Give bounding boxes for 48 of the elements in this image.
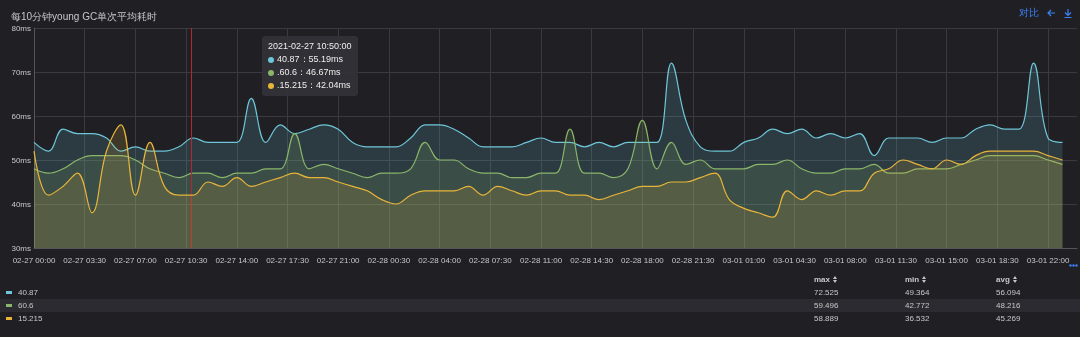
x-tick-label: 02-28 07:30 (468, 255, 513, 265)
x-tick-label: 02-27 03:30 (63, 255, 107, 265)
x-tick-label: 03-01 04:30 (773, 255, 817, 265)
x-tick-label: 02-28 18:00 (621, 255, 665, 265)
y-tick-label: 80ms (11, 23, 31, 33)
y-tick-label: 60ms (11, 111, 31, 121)
y-tick-label: 70ms (11, 67, 31, 77)
x-tick-label: 02-28 00:30 (367, 255, 411, 265)
text: 42.772 (905, 301, 930, 310)
text: min (905, 274, 921, 284)
y-tick-label: 30ms (11, 243, 31, 253)
text: 49.364 (905, 288, 930, 297)
annotation: .60.6：46.67ms (277, 66, 341, 79)
annotation: .15.215：42.04ms (277, 79, 351, 92)
x-tick-label: 02-28 04:00 (418, 255, 462, 265)
text: 72.525 (814, 288, 839, 297)
x-tick-label: 03-01 08:00 (823, 255, 868, 265)
x-tick-label: 02-27 17:30 (266, 255, 310, 265)
annotation: 40.87：55.19ms (277, 53, 344, 66)
x-tick-label: 03-01 18:30 (975, 255, 1020, 265)
x-tick-label: 03-01 22:00 (1026, 255, 1070, 265)
x-tick-label: 03-01 01:00 (722, 255, 766, 265)
x-tick-label: 02-28 11:00 (519, 255, 563, 265)
x-tick-label: 02-27 14:00 (215, 255, 259, 265)
y-tick-label: 50ms (11, 155, 31, 165)
x-tick-label: 02-27 00:00 (12, 255, 56, 265)
x-tick-label: 02-27 21:00 (316, 255, 361, 265)
x-tick-label: 02-27 10:30 (164, 255, 209, 265)
text: 48.216 (996, 301, 1021, 310)
text: 56.094 (996, 288, 1021, 297)
x-tick-label: 02-28 14:30 (570, 255, 614, 265)
x-tick-label: 03-01 15:00 (925, 255, 969, 265)
text: 45.269 (996, 314, 1021, 323)
text: 对比 (1019, 6, 1039, 20)
y-tick-label: 40ms (11, 199, 31, 209)
chart-title: 每10分钟young GC单次平均耗时 (11, 10, 158, 22)
legend-label: 15.215 (18, 314, 43, 323)
text: avg (996, 274, 1011, 284)
legend-label: 60.6 (18, 301, 34, 310)
text: 58.889 (814, 314, 839, 323)
legend-label: 40.87 (18, 288, 39, 297)
text: 36.532 (905, 314, 930, 323)
text: 59.496 (814, 301, 839, 310)
text: max (814, 274, 831, 284)
x-tick-label: 02-27 07:00 (114, 255, 158, 265)
annotation: 2021-02-27 10:50:00 (268, 40, 352, 53)
x-tick-label: 03-01 11:30 (874, 255, 918, 265)
x-tick-label: 02-28 21:30 (671, 255, 716, 265)
